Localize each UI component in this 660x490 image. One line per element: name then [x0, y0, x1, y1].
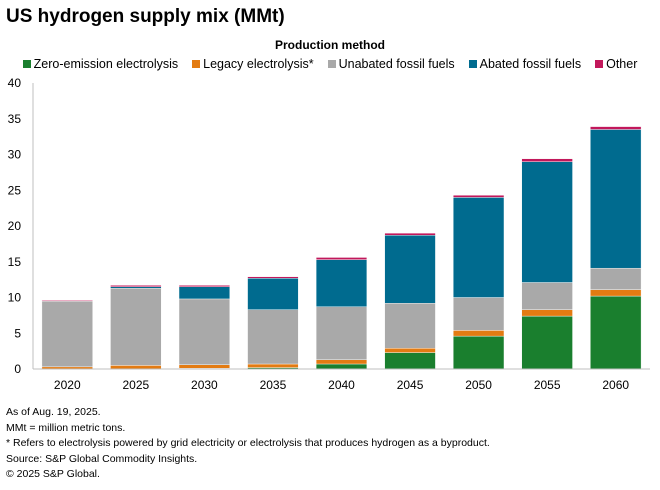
- y-tick-label: 25: [8, 183, 22, 197]
- legend-swatch: [595, 60, 604, 68]
- bar-segment-zero-emission-electrolysis-2040: [315, 363, 368, 370]
- bar-segment-unabated-fossil-fuels-2040: [315, 306, 368, 360]
- y-tick-label: 0: [14, 362, 21, 376]
- footnotes: As of Aug. 19, 2025. MMt = million metri…: [6, 405, 490, 483]
- y-tick-label: 30: [8, 148, 22, 162]
- legend-swatch: [22, 60, 31, 68]
- bar-segment-zero-emission-electrolysis-2060: [590, 295, 642, 370]
- legend-item-other: Other: [595, 57, 637, 71]
- bar-segment-unabated-fossil-fuels-2025: [110, 288, 162, 366]
- legend-swatch: [468, 60, 477, 68]
- x-tick-label: 2025: [122, 378, 149, 392]
- bar-segment-legacy-electrolysis-2035: [247, 363, 299, 368]
- note-copyright: © 2025 S&P Global.: [6, 468, 100, 480]
- chart-title: US hydrogen supply mix (MMt): [6, 6, 285, 27]
- legend-swatch: [327, 60, 336, 68]
- bar-segment-unabated-fossil-fuels-2060: [590, 267, 642, 290]
- legend-title: Production method: [275, 38, 385, 52]
- bar-segment-legacy-electrolysis-2055: [521, 309, 573, 317]
- bar-segment-abated-fossil-fuels-2045: [384, 235, 436, 304]
- bar-segment-other-2025: [110, 285, 162, 287]
- legend-label: Abated fossil fuels: [479, 57, 582, 71]
- y-tick-label: 40: [8, 76, 22, 90]
- y-tick-label: 35: [8, 112, 22, 126]
- bar-segment-zero-emission-electrolysis-2050: [453, 335, 505, 370]
- y-tick-label: 5: [14, 326, 21, 340]
- note-date: As of Aug. 19, 2025.: [6, 406, 101, 418]
- legend-label: Legacy electrolysis*: [203, 57, 314, 71]
- bar-segment-other-2060: [590, 126, 642, 130]
- bar-segment-abated-fossil-fuels-2055: [521, 161, 573, 283]
- bar-segment-other-2030: [178, 285, 230, 287]
- legend-item-legacy-electrolysis: Legacy electrolysis*: [192, 57, 314, 71]
- bar-segment-other-2020: [41, 300, 93, 302]
- bar-segment-zero-emission-electrolysis-2045: [384, 352, 436, 370]
- x-tick-label: 2020: [54, 378, 81, 392]
- bar-segment-unabated-fossil-fuels-2045: [384, 303, 436, 349]
- legend-label: Unabated fossil fuels: [338, 57, 455, 71]
- legend-item-zero-emission-electrolysis: Zero-emission electrolysis: [22, 57, 179, 71]
- note-unit: MMt = million metric tons.: [6, 421, 126, 434]
- bar-segment-abated-fossil-fuels-2060: [590, 129, 642, 269]
- x-tick-label: 2055: [534, 378, 561, 392]
- bar-segment-other-2050: [453, 195, 505, 198]
- bar-segment-abated-fossil-fuels-2040: [315, 259, 368, 307]
- bar-segment-unabated-fossil-fuels-2020: [41, 300, 93, 368]
- bar-segment-legacy-electrolysis-2025: [110, 365, 162, 370]
- legend: Zero-emission electrolysis Legacy electro…: [0, 57, 660, 71]
- bar-segment-unabated-fossil-fuels-2055: [521, 282, 573, 310]
- y-tick-label: 20: [8, 219, 22, 233]
- x-tick-label: 2035: [260, 378, 287, 392]
- bar-segment-legacy-electrolysis-2050: [453, 330, 505, 337]
- bar-segment-zero-emission-electrolysis-2055: [521, 315, 573, 370]
- y-tick-label: 15: [8, 255, 22, 269]
- x-tick-label: 2060: [602, 378, 629, 392]
- bar-segment-unabated-fossil-fuels-2030: [178, 298, 230, 365]
- bar-segment-unabated-fossil-fuels-2050: [453, 297, 505, 331]
- legend-label: Zero-emission electrolysis: [33, 57, 179, 71]
- bar-segment-legacy-electrolysis-2040: [315, 359, 368, 365]
- legend-label: Other: [606, 57, 638, 71]
- legend-swatch: [192, 60, 201, 68]
- legend-item-abated-fossil-fuels: Abated fossil fuels: [468, 57, 582, 71]
- x-tick-label: 2050: [465, 378, 492, 392]
- bar-segment-other-2035: [247, 276, 299, 279]
- bar-segment-abated-fossil-fuels-2025: [110, 286, 162, 289]
- bar-segment-other-2045: [384, 232, 436, 236]
- bar-segment-abated-fossil-fuels-2030: [178, 286, 230, 300]
- bar-segment-unabated-fossil-fuels-2035: [247, 309, 299, 365]
- y-tick-label: 10: [8, 291, 22, 305]
- note-source: Source: S&P Global Commodity Insights.: [6, 452, 198, 465]
- bar-segment-legacy-electrolysis-2030: [178, 364, 230, 369]
- bar-segment-legacy-electrolysis-2045: [384, 348, 436, 353]
- x-tick-label: 2030: [191, 378, 218, 392]
- bar-segment-abated-fossil-fuels-2050: [453, 197, 505, 298]
- x-tick-label: 2040: [328, 378, 355, 392]
- bar-segment-other-2040: [315, 257, 368, 260]
- legend-item-unabated-fossil-fuels: Unabated fossil fuels: [327, 57, 455, 71]
- bar-segment-other-2055: [521, 158, 573, 162]
- bar-segment-abated-fossil-fuels-2035: [247, 277, 299, 310]
- x-tick-label: 2045: [397, 378, 424, 392]
- bar-segment-legacy-electrolysis-2060: [590, 289, 642, 297]
- note-legacy: * Refers to electrolysis powered by grid…: [6, 437, 490, 449]
